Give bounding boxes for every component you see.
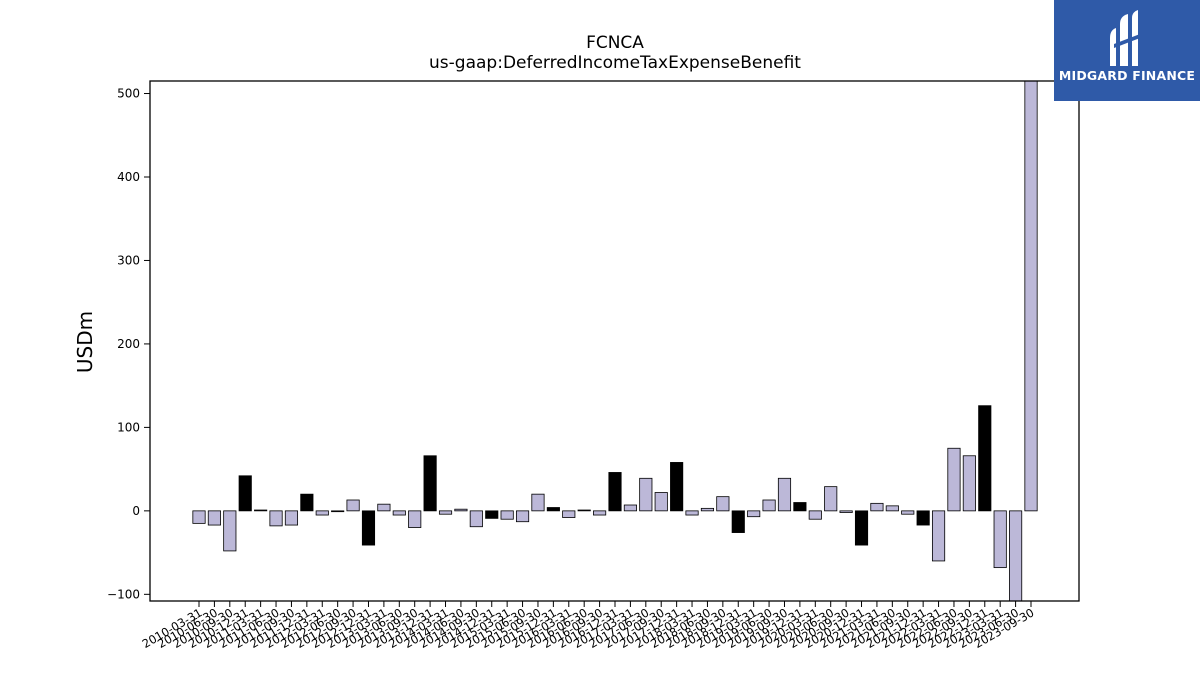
bar-2017-03-31 (623, 504, 637, 512)
bar-2019-06-30 (762, 499, 776, 512)
bar-2021-12-31 (916, 510, 930, 526)
y-ticks-group: −100 0 100 200 300 400 500 (107, 87, 150, 601)
bar-2016-03-31 (562, 510, 576, 518)
bar-2015-03-31 (500, 510, 514, 520)
bar-2015-06-30 (515, 510, 530, 523)
bar-2012-06-30 (331, 510, 345, 513)
bar-2020-03-31 (808, 510, 822, 520)
midgard-logo-icon (1110, 10, 1140, 66)
y-tick-label: 300 (117, 253, 140, 267)
chart-subtitle: us-gaap:DeferredIncomeTaxExpenseBenefit (429, 53, 801, 73)
bar-2012-12-31 (361, 510, 376, 546)
bar-2013-09-30 (408, 510, 422, 528)
plot-frame (149, 80, 1080, 602)
bar-2023-03-31 (993, 510, 1007, 569)
bar-2021-06-30 (885, 505, 899, 512)
bar-2023-09-30 (1024, 80, 1038, 512)
bar-2010-03-31 (192, 510, 206, 524)
bar-2020-12-31 (854, 510, 869, 546)
bar-2019-03-31 (747, 510, 761, 518)
bar-2015-09-30 (531, 493, 545, 512)
bar-2011-03-31 (254, 509, 268, 512)
bars-group (192, 80, 1038, 602)
bar-2020-09-30 (839, 510, 853, 513)
bar-2014-09-30 (469, 510, 483, 528)
chart-title: FCNCA (586, 33, 644, 53)
bar-2011-06-30 (269, 510, 283, 527)
bar-2016-06-30 (577, 509, 591, 512)
bar-2022-09-30 (962, 455, 976, 512)
bar-2011-12-31 (300, 493, 314, 512)
bar-2017-06-30 (639, 477, 653, 512)
bar-2018-09-30 (716, 496, 730, 512)
bar-2014-12-31 (485, 510, 499, 519)
y-tick-label: −100 (107, 587, 140, 601)
y-tick-label: 100 (117, 420, 140, 434)
bar-2019-12-31 (793, 502, 807, 512)
bar-2020-06-30 (824, 486, 838, 512)
bar-2011-09-30 (284, 510, 299, 526)
bar-2017-09-30 (654, 492, 668, 512)
bar-2017-12-31 (670, 462, 684, 512)
y-tick-label: 0 (132, 504, 140, 518)
bar-2010-12-31 (238, 475, 252, 512)
bar-2022-06-30 (947, 447, 961, 512)
bar-2014-06-30 (454, 508, 468, 512)
bar-2022-03-31 (931, 510, 946, 562)
bar-2010-06-30 (207, 510, 221, 526)
y-tick-label: 400 (117, 170, 140, 184)
bar-2015-12-31 (546, 507, 560, 512)
bar-2021-03-31 (870, 502, 884, 512)
y-tick-label: 200 (117, 337, 140, 351)
bar-2023-06-30 (1009, 510, 1023, 602)
bar-2013-06-30 (392, 510, 406, 516)
bar-2012-09-30 (346, 499, 360, 512)
bar-2013-03-31 (377, 503, 391, 512)
x-ticks-group: 2010-03-312010-06-302010-09-302010-12-31… (140, 601, 1037, 651)
bar-2019-09-30 (777, 477, 792, 512)
bar-2016-12-31 (608, 472, 622, 512)
y-tick-label: 500 (117, 87, 140, 101)
bar-2013-12-31 (423, 455, 437, 512)
bar-2018-06-30 (700, 507, 715, 512)
y-axis-label: USDm (73, 311, 97, 373)
brand-logo-text: MIDGARD FINANCE (1058, 68, 1196, 83)
bar-2022-12-31 (978, 405, 992, 512)
bar-2014-03-31 (438, 510, 453, 515)
bar-2012-03-31 (315, 510, 329, 516)
bar-2016-09-30 (593, 510, 607, 516)
brand-logo: MIDGARD FINANCE (1054, 0, 1200, 101)
bar-2018-03-31 (685, 510, 699, 516)
bar-2021-09-30 (901, 510, 915, 515)
bar-2010-09-30 (223, 510, 237, 552)
bar-2018-12-31 (731, 510, 745, 533)
